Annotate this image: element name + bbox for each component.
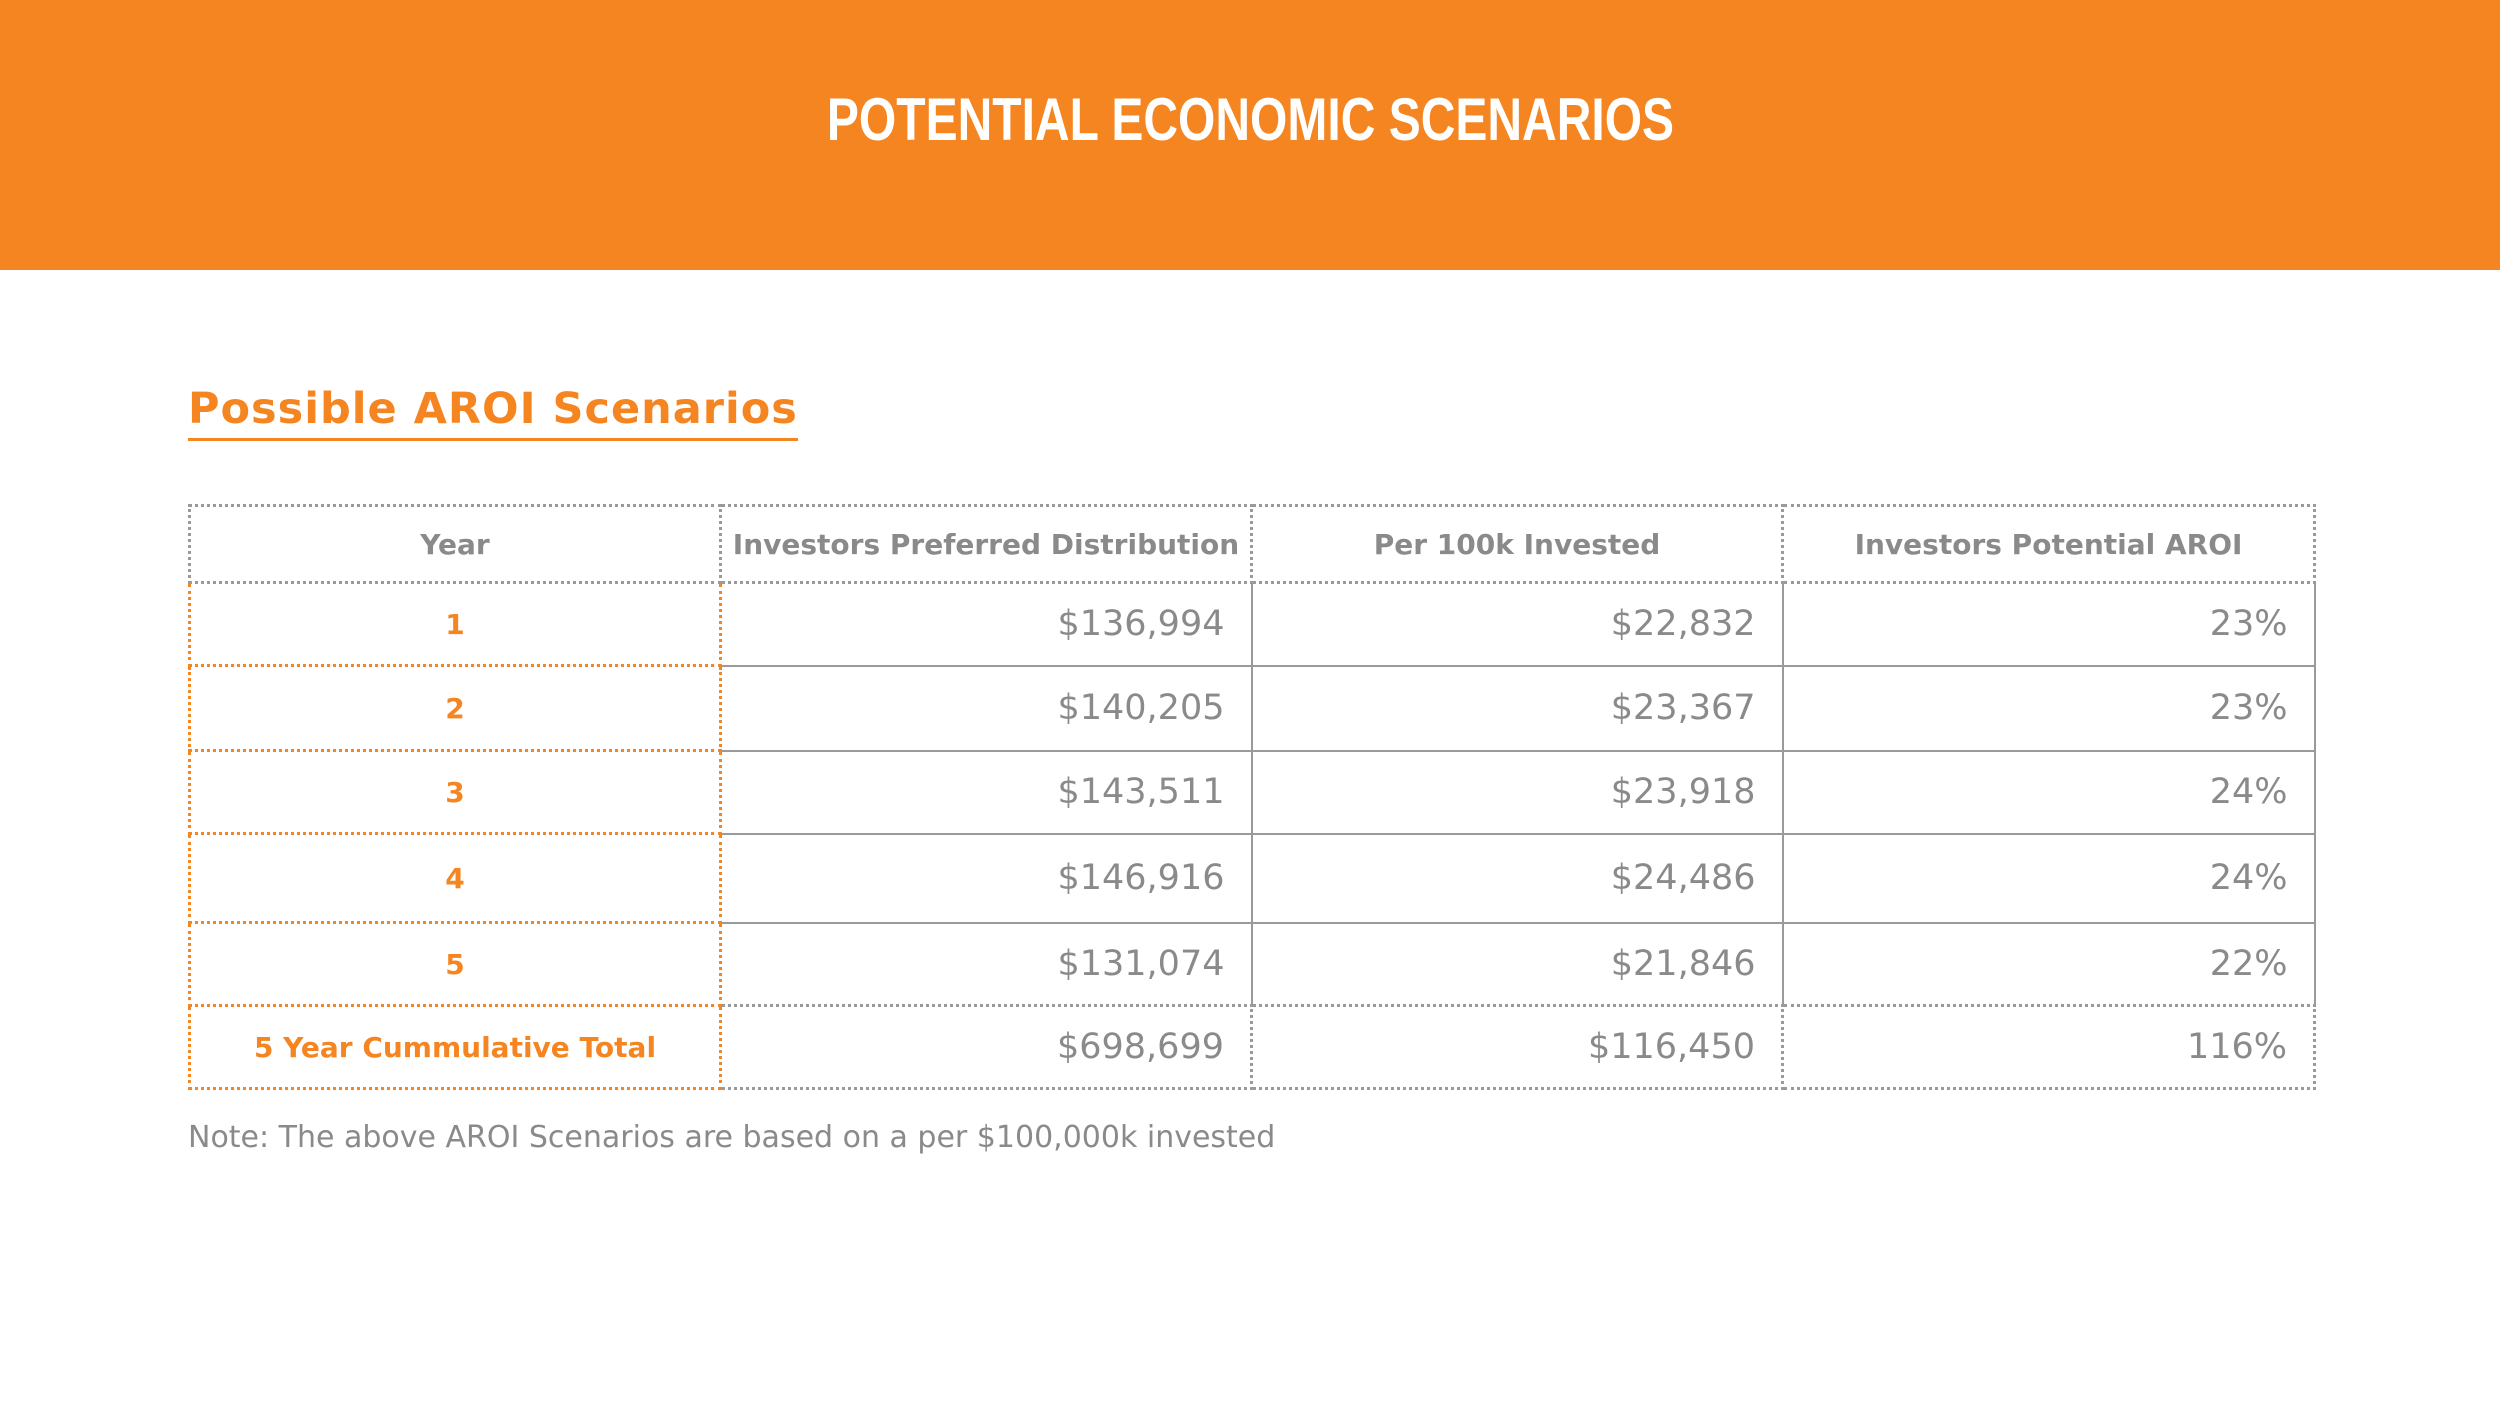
total-label-cell: 5 Year Cummulative Total xyxy=(188,1004,722,1090)
total-distribution-cell: $698,699 xyxy=(719,1004,1253,1090)
column-header-per100k: Per 100k Invested xyxy=(1250,504,1784,584)
table-row: 1 $136,994 $22,832 23% xyxy=(188,581,2316,667)
year-cell: 5 xyxy=(188,921,722,1007)
distribution-cell: $136,994 xyxy=(719,581,1253,667)
aroi-cell: 23% xyxy=(1781,664,2316,752)
total-per100k-cell: $116,450 xyxy=(1250,1004,1784,1090)
distribution-cell: $146,916 xyxy=(719,832,1253,924)
aroi-table: Year Investors Preferred Distribution Pe… xyxy=(188,504,2316,1090)
total-row: 5 Year Cummulative Total $698,699 $116,4… xyxy=(188,1004,2316,1090)
per100k-cell: $23,918 xyxy=(1250,749,1784,835)
table-header-row: Year Investors Preferred Distribution Pe… xyxy=(188,504,2316,584)
column-header-year: Year xyxy=(188,504,722,584)
year-cell: 1 xyxy=(188,581,722,667)
table-row: 3 $143,511 $23,918 24% xyxy=(188,749,2316,835)
footnote: Note: The above AROI Scenarios are based… xyxy=(188,1120,1276,1155)
total-aroi-cell: 116% xyxy=(1781,1004,2316,1090)
per100k-cell: $21,846 xyxy=(1250,921,1784,1007)
section-title: Possible AROI Scenarios xyxy=(188,384,798,441)
per100k-cell: $23,367 xyxy=(1250,664,1784,752)
distribution-cell: $131,074 xyxy=(719,921,1253,1007)
table-row: 4 $146,916 $24,486 24% xyxy=(188,832,2316,924)
table-row: 2 $140,205 $23,367 23% xyxy=(188,664,2316,752)
year-cell: 2 xyxy=(188,664,722,752)
per100k-cell: $22,832 xyxy=(1250,581,1784,667)
aroi-cell: 24% xyxy=(1781,749,2316,835)
year-cell: 4 xyxy=(188,832,722,924)
header-banner: POTENTIAL ECONOMIC SCENARIOS xyxy=(0,0,2500,270)
page-title: POTENTIAL ECONOMIC SCENARIOS xyxy=(826,85,1674,153)
column-header-distribution: Investors Preferred Distribution xyxy=(719,504,1253,584)
aroi-cell: 22% xyxy=(1781,921,2316,1007)
distribution-cell: $143,511 xyxy=(719,749,1253,835)
year-cell: 3 xyxy=(188,749,722,835)
aroi-cell: 24% xyxy=(1781,832,2316,924)
column-header-aroi: Investors Potential AROI xyxy=(1781,504,2316,584)
distribution-cell: $140,205 xyxy=(719,664,1253,752)
table-row: 5 $131,074 $21,846 22% xyxy=(188,921,2316,1007)
per100k-cell: $24,486 xyxy=(1250,832,1784,924)
aroi-cell: 23% xyxy=(1781,581,2316,667)
